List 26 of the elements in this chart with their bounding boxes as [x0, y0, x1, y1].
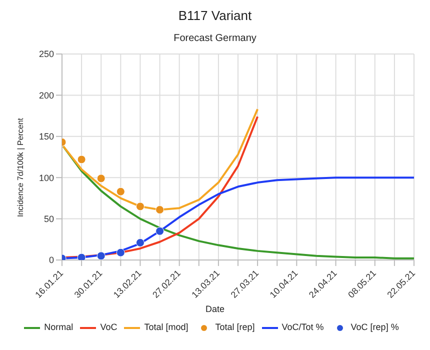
- point: [96, 174, 106, 183]
- point: [116, 187, 125, 196]
- y-tick-label: 100: [38, 172, 54, 183]
- point: [136, 238, 144, 247]
- chart-subtitle: Forecast Germany: [172, 33, 258, 44]
- point: [116, 248, 125, 257]
- point: [156, 205, 164, 214]
- point: [156, 226, 164, 236]
- legend-label: VoC [rep] %: [350, 322, 399, 332]
- point: [77, 155, 86, 164]
- legend-label: VoC: [99, 322, 118, 332]
- legend-label: Normal: [43, 322, 74, 332]
- y-tick-label: 150: [38, 132, 54, 142]
- y-tick-label: 250: [38, 49, 54, 60]
- legend-label: Total [rep]: [214, 322, 255, 332]
- y-axis-title: Incidence 7d/100k | Percent: [16, 117, 25, 217]
- point: [96, 252, 106, 260]
- y-tick-label: 0: [48, 255, 54, 266]
- chart-title: B117 Variant: [177, 8, 253, 23]
- y-tick-label: 50: [44, 214, 54, 224]
- x-axis-title: Date: [204, 304, 226, 314]
- legend-label: VoC/Tot %: [280, 322, 324, 332]
- point: [136, 202, 144, 211]
- point: [77, 253, 86, 260]
- legend-label: Total [mod]: [143, 322, 188, 332]
- y-tick-label: 200: [38, 90, 54, 100]
